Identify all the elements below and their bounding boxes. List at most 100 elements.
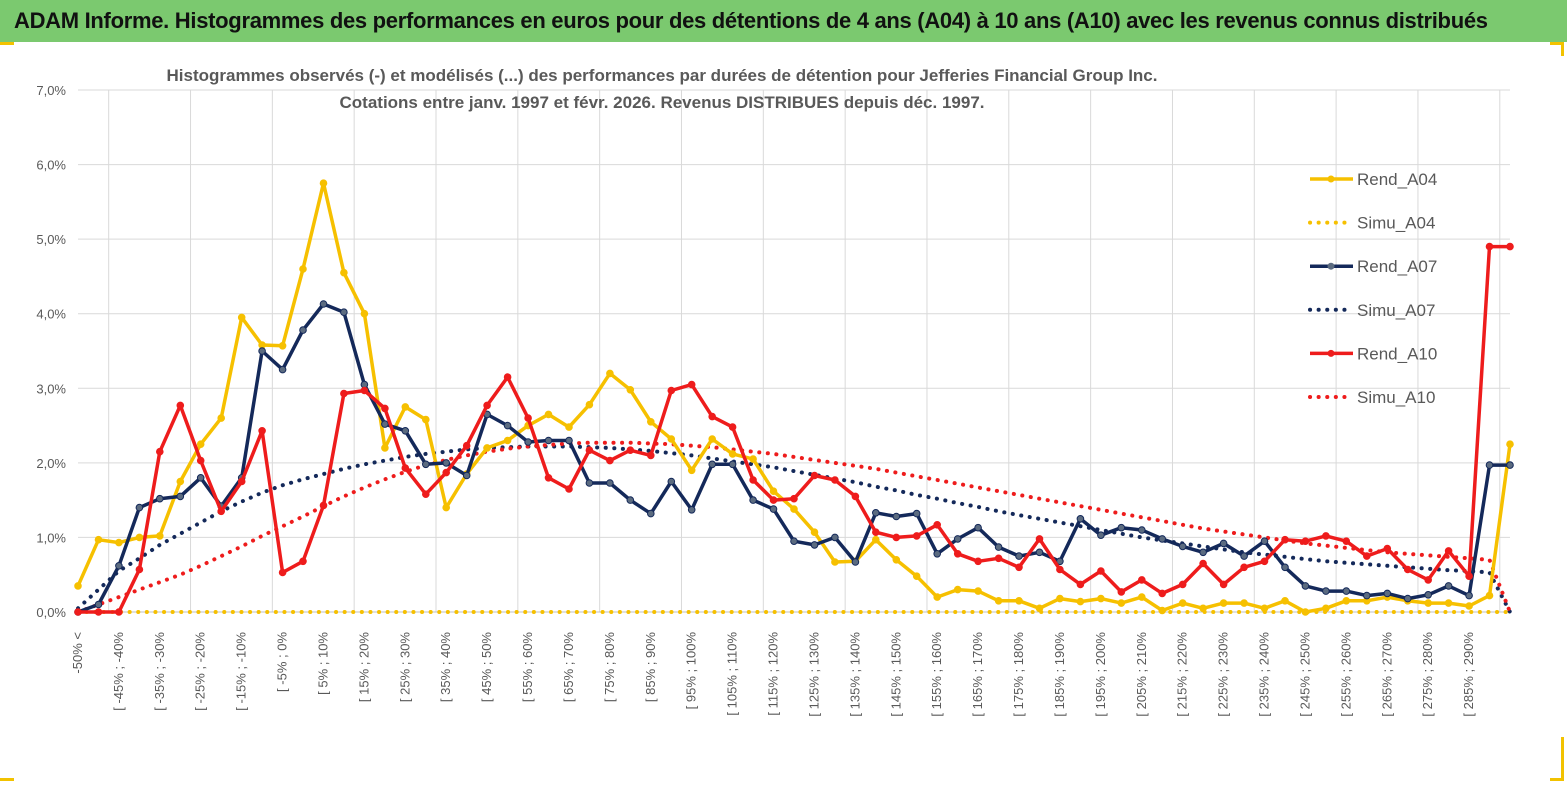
x-tick-label: [ 235% ; 240%	[1257, 632, 1272, 717]
y-tick-label: 3,0%	[36, 381, 66, 396]
data-point	[790, 505, 798, 513]
data-point	[626, 446, 635, 455]
data-point	[401, 403, 410, 411]
data-point	[1485, 242, 1494, 251]
data-point	[94, 600, 103, 609]
data-point	[1342, 587, 1351, 595]
data-point	[422, 415, 430, 424]
legend-item-simu-a04: Simu_A04	[1308, 214, 1435, 233]
data-point	[115, 538, 123, 547]
data-point	[606, 479, 614, 487]
data-point	[912, 509, 921, 518]
data-point	[1240, 599, 1248, 607]
series-simu-a07	[76, 444, 1512, 614]
series-rend-a10	[74, 242, 1514, 616]
x-tick-label: [ 5% ; 10%	[315, 632, 330, 695]
data-point	[953, 550, 962, 558]
data-point	[340, 308, 348, 317]
data-point	[912, 572, 921, 581]
data-point	[1035, 604, 1044, 613]
data-point	[687, 466, 696, 475]
x-tick-label: [ 145% ; 150%	[888, 632, 903, 717]
data-point	[1485, 591, 1494, 600]
data-point	[1465, 572, 1473, 581]
data-point	[1322, 532, 1330, 540]
data-point	[728, 423, 737, 431]
data-point	[401, 427, 410, 435]
data-point	[1444, 599, 1453, 607]
data-point	[1199, 559, 1207, 568]
chart-title-line2: Cotations entre janv. 1997 et févr. 2026…	[340, 93, 985, 112]
data-point	[176, 401, 185, 410]
data-point	[1219, 580, 1228, 589]
data-point	[422, 490, 430, 499]
x-tick-label: [ -35% ; -30%	[152, 632, 167, 711]
data-point	[381, 420, 389, 428]
data-point	[769, 487, 778, 496]
data-point	[1178, 599, 1187, 607]
data-point	[831, 476, 839, 484]
data-point	[933, 550, 942, 558]
data-point	[994, 543, 1003, 551]
data-point	[1485, 461, 1494, 469]
y-tick-label: 5,0%	[36, 232, 66, 247]
legend-label: Simu_A07	[1357, 301, 1435, 320]
data-point	[687, 506, 696, 514]
data-point	[1117, 523, 1126, 532]
data-point	[217, 507, 225, 516]
data-point	[1301, 582, 1310, 590]
data-point	[585, 479, 594, 487]
data-point	[1035, 535, 1044, 543]
data-point	[340, 268, 348, 277]
data-point	[237, 477, 246, 486]
data-point	[156, 447, 164, 456]
data-point	[1506, 440, 1514, 449]
x-tick-label: [ 205% ; 210%	[1134, 632, 1149, 717]
data-point	[258, 427, 266, 435]
data-point	[769, 505, 778, 513]
data-point	[790, 494, 798, 503]
x-tick-label: [ 245% ; 250%	[1297, 632, 1312, 717]
data-point	[442, 468, 451, 477]
data-point	[176, 477, 185, 486]
legend-marker	[1327, 262, 1335, 270]
data-point	[524, 438, 532, 446]
series-line	[76, 181, 1512, 614]
data-point	[892, 556, 901, 564]
x-tick-label: [ -15% ; -10%	[234, 632, 249, 711]
data-point	[994, 554, 1003, 563]
data-point	[933, 593, 942, 601]
x-tick-label: [ 65% ; 70%	[561, 632, 576, 703]
data-point	[708, 412, 717, 421]
data-point	[1444, 582, 1453, 590]
data-point	[1158, 535, 1166, 543]
data-point	[483, 401, 491, 410]
data-point	[1342, 597, 1351, 605]
data-point	[1219, 539, 1228, 548]
x-tick-label: [ 195% ; 200%	[1093, 632, 1108, 717]
data-point	[196, 474, 205, 482]
data-point	[1240, 563, 1248, 572]
y-tick-label: 7,0%	[36, 83, 66, 98]
data-point	[299, 326, 307, 334]
data-point	[278, 568, 287, 577]
data-point	[442, 503, 451, 512]
data-point	[1260, 604, 1269, 613]
data-point	[1444, 547, 1453, 555]
data-point	[299, 265, 307, 273]
legend-item-rend-a10: Rend_A10	[1310, 344, 1437, 363]
data-point	[176, 492, 185, 501]
data-point	[381, 404, 389, 413]
data-point	[462, 441, 471, 450]
data-point	[1199, 604, 1207, 613]
data-point	[442, 459, 451, 467]
data-point	[115, 562, 123, 570]
data-point	[1403, 594, 1412, 603]
x-tick-label: [ 285% ; 290%	[1461, 632, 1476, 717]
data-point	[953, 585, 962, 594]
legend-marker	[1327, 175, 1335, 183]
data-point	[1117, 599, 1126, 607]
data-point	[135, 565, 144, 574]
data-point	[728, 460, 737, 469]
